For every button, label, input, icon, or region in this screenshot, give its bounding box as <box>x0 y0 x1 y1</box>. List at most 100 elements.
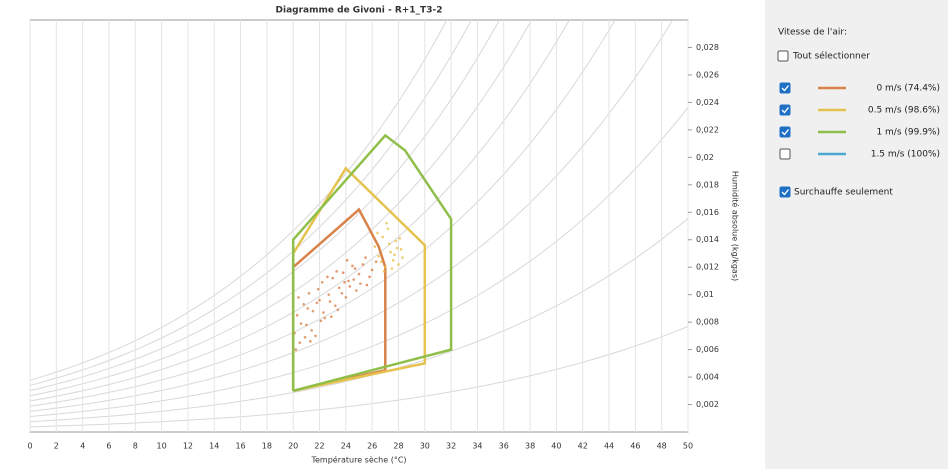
data-point <box>295 313 299 317</box>
data-point <box>364 256 367 259</box>
x-tick-label: 48 <box>657 442 667 451</box>
x-tick-label: 42 <box>578 442 588 451</box>
data-point <box>306 307 309 310</box>
data-point <box>298 341 302 345</box>
x-tick-label: 12 <box>183 442 193 451</box>
data-point <box>331 276 334 280</box>
legend-panel <box>765 0 948 469</box>
data-point <box>334 304 337 307</box>
x-tick-label: 32 <box>446 442 456 451</box>
data-point <box>297 296 300 299</box>
rh-curve <box>30 20 674 412</box>
data-point <box>389 250 392 254</box>
checkmark <box>781 129 790 136</box>
x-tick-label: 0 <box>27 442 32 451</box>
data-point <box>393 253 396 257</box>
data-point <box>361 263 365 266</box>
x-tick-label: 46 <box>630 442 640 451</box>
legend-label[interactable]: 1 m/s (99.9%) <box>876 128 940 138</box>
rh-curve <box>30 326 688 428</box>
checkmark <box>781 107 790 114</box>
data-point <box>330 315 333 318</box>
data-point <box>385 221 388 225</box>
data-point <box>397 263 400 266</box>
data-point <box>359 282 362 285</box>
x-tick-label: 30 <box>420 442 430 451</box>
checkbox[interactable] <box>779 148 791 160</box>
rh-curve <box>30 20 533 397</box>
comfort-zone <box>291 133 453 393</box>
x-axis-label: Température sèche (°C) <box>310 455 406 465</box>
data-point <box>387 242 391 246</box>
checkbox[interactable] <box>779 82 791 94</box>
data-point <box>345 259 349 262</box>
y-tick-label: 0,02 <box>696 153 714 162</box>
data-point <box>344 296 348 299</box>
data-point <box>391 259 395 262</box>
data-point <box>294 348 298 351</box>
data-point <box>305 323 308 327</box>
data-point <box>309 340 312 343</box>
data-point <box>390 267 394 270</box>
data-point <box>355 289 358 292</box>
data-point <box>353 267 357 270</box>
y-tick-label: 0,012 <box>696 263 719 272</box>
data-point <box>368 275 371 279</box>
data-point <box>314 334 317 338</box>
data-point <box>384 265 387 269</box>
data-point <box>328 300 332 303</box>
data-point <box>299 322 303 325</box>
x-tick-label: 10 <box>157 442 167 451</box>
x-tick-label: 20 <box>288 442 298 451</box>
data-point <box>302 302 306 306</box>
data-point <box>382 270 386 273</box>
data-point <box>381 235 384 239</box>
legend-label[interactable]: 0 m/s (74.4%) <box>876 84 940 94</box>
legend-label[interactable]: 1.5 m/s (100%) <box>871 150 940 160</box>
legend-label[interactable]: 0.5 m/s (98.6%) <box>868 106 940 116</box>
checkbox[interactable] <box>777 50 789 62</box>
data-point <box>377 254 381 258</box>
y-tick-label: 0,016 <box>696 208 719 217</box>
data-point <box>320 281 324 284</box>
x-tick-label: 44 <box>604 442 614 451</box>
rh-curve <box>30 107 688 417</box>
data-point <box>307 291 311 295</box>
select-all-label[interactable]: Tout sélectionner <box>792 51 870 62</box>
data-point <box>352 278 356 281</box>
data-point <box>380 260 383 264</box>
checkbox[interactable] <box>779 126 791 138</box>
x-tick-label: 34 <box>472 442 482 451</box>
y-tick-label: 0,024 <box>696 98 719 107</box>
data-point <box>386 227 390 231</box>
rh-curve <box>30 20 616 407</box>
data-point <box>323 316 327 320</box>
data-point <box>319 319 323 323</box>
x-tick-label: 2 <box>54 442 59 451</box>
data-point <box>347 279 350 283</box>
data-point <box>370 268 374 272</box>
rh-curve <box>30 20 448 381</box>
x-tick-label: 26 <box>367 442 377 451</box>
data-point <box>399 248 403 251</box>
x-tick-label: 38 <box>525 442 535 451</box>
y-tick-label: 0,014 <box>696 235 719 244</box>
y-tick-label: 0,002 <box>696 400 719 409</box>
data-point <box>337 286 341 290</box>
rh-curve <box>30 20 473 386</box>
x-tick-label: 4 <box>80 442 85 451</box>
data-point <box>395 246 399 250</box>
data-point <box>316 287 320 291</box>
overheat-label[interactable]: Surchauffe seulement <box>794 188 893 198</box>
y-tick-label: 0,01 <box>696 290 714 299</box>
data-point <box>336 308 340 312</box>
checkbox[interactable] <box>779 186 791 198</box>
data-point <box>365 283 369 287</box>
x-tick-label: 16 <box>235 442 245 451</box>
checkbox[interactable] <box>779 104 791 116</box>
legend-title: Vitesse de l'air: <box>778 28 847 38</box>
rh-curve <box>30 20 570 402</box>
data-point <box>340 291 344 295</box>
data-point <box>373 245 377 248</box>
data-point <box>357 272 361 276</box>
